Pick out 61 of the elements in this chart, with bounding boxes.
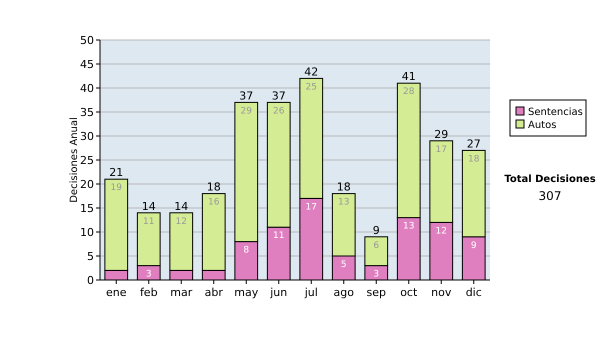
data-label: 26 — [273, 106, 285, 116]
y-tick-label: 15 — [80, 202, 94, 215]
y-axis-title: Decisiones Anual — [69, 117, 80, 203]
text: 307 — [538, 189, 562, 203]
data-label: 3 — [146, 270, 152, 280]
data-label: 11 — [143, 216, 154, 227]
x-tick-label: abr — [204, 286, 224, 299]
x-tick-label: mar — [170, 286, 193, 299]
x-tick-label: nov — [431, 286, 452, 299]
total-label: 14 — [174, 200, 188, 213]
total-label: 42 — [304, 65, 318, 78]
data-label: 13 — [403, 222, 414, 232]
y-tick-label: 40 — [80, 82, 94, 95]
total-label: 9 — [372, 224, 380, 237]
legend-label: Sentencias — [528, 107, 583, 118]
total-label: 37 — [239, 89, 254, 102]
total-label: 41 — [402, 70, 416, 84]
x-tick-label: ene — [106, 286, 127, 299]
x-tick-label: ago — [334, 286, 354, 299]
data-label: 29 — [240, 106, 252, 116]
data-label: 28 — [403, 87, 415, 98]
data-label: 6 — [373, 240, 380, 251]
x-tick-label: dic — [466, 286, 482, 299]
x-tick-label: oct — [400, 286, 418, 299]
data-label: 11 — [273, 231, 284, 242]
y-tick-label: 45 — [80, 58, 94, 71]
y-tick-label: 35 — [80, 106, 94, 119]
total-label: 21 — [109, 166, 124, 180]
data-label: 12 — [436, 226, 447, 236]
total-label: 37 — [272, 89, 286, 102]
data-label: 18 — [468, 154, 480, 164]
data-label: 25 — [306, 82, 317, 92]
data-label: 16 — [208, 198, 220, 208]
y-tick-label: 20 — [80, 178, 94, 191]
x-tick-label: sep — [366, 286, 386, 299]
x-tick-label: feb — [140, 286, 158, 299]
data-label: 9 — [470, 240, 477, 251]
total-label: 14 — [142, 200, 156, 213]
data-label: 13 — [338, 198, 350, 208]
total-label: 27 — [466, 137, 481, 150]
total-label: 29 — [434, 128, 448, 141]
legend-label: Autos — [528, 120, 556, 131]
data-label: 3 — [373, 270, 380, 280]
y-tick-label: 25 — [80, 154, 94, 167]
total-label: 18 — [336, 180, 351, 194]
data-label: 12 — [176, 216, 187, 227]
data-label: 8 — [243, 246, 250, 256]
data-label: 17 — [436, 144, 447, 155]
y-tick-label: 5 — [87, 250, 94, 263]
y-tick-label: 0 — [87, 274, 94, 287]
data-label: 5 — [340, 260, 347, 270]
y-tick-label: 30 — [80, 130, 94, 143]
x-tick-label: jul — [304, 286, 318, 299]
data-label: 17 — [306, 202, 317, 212]
text: Total Decisiones — [504, 174, 596, 185]
x-tick-label: may — [234, 286, 259, 299]
y-tick-label: 50 — [80, 34, 94, 47]
x-tick-label: jun — [269, 286, 288, 299]
total-label: 18 — [206, 180, 221, 194]
data-label: 19 — [110, 183, 122, 194]
y-tick-label: 10 — [80, 226, 94, 239]
